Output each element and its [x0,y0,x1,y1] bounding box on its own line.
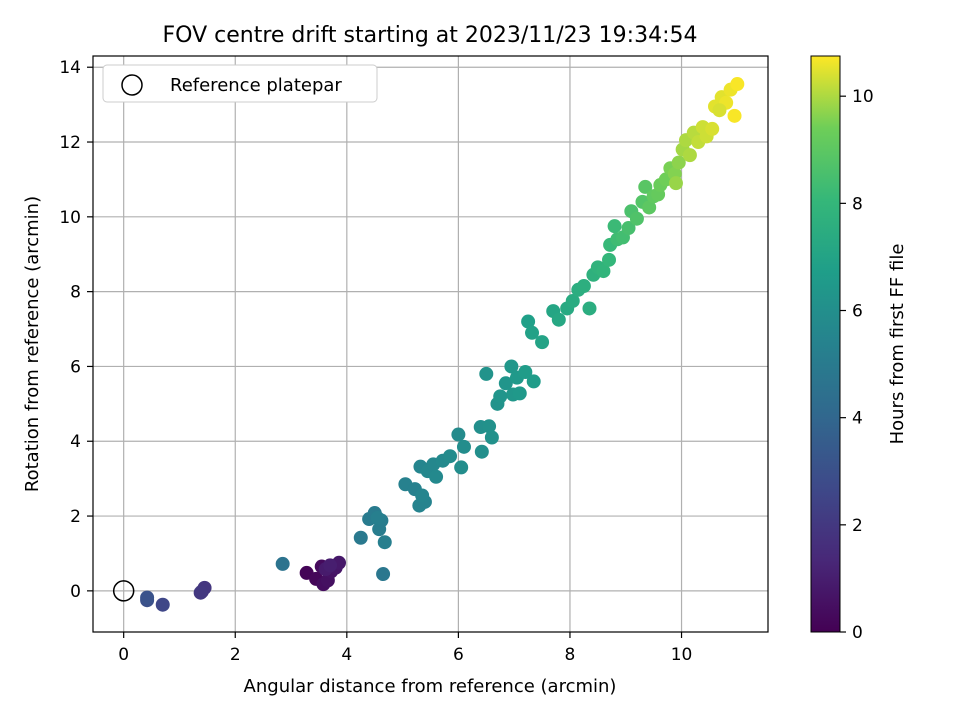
colorbar-tick-label: 0 [852,623,863,643]
data-point [671,155,686,170]
x-tick-label: 2 [230,645,241,665]
y-tick-label: 2 [70,507,81,527]
legend-box [102,64,378,103]
data-point [456,439,471,454]
y-tick-label: 12 [59,133,81,153]
data-point [504,359,519,374]
x-tick-label: 0 [118,645,129,665]
chart-title: FOV centre drift starting at 2023/11/23 … [163,23,698,48]
legend-marker [121,74,143,96]
data-point [727,108,742,123]
legend: Reference platepar [102,64,378,103]
data-point [642,200,657,215]
data-point [443,449,458,464]
y-tick-label: 4 [70,432,81,452]
x-tick-label: 8 [565,645,576,665]
colorbar-tick-label: 4 [852,409,863,429]
data-point [275,556,290,571]
data-point [512,386,527,401]
colorbar-tick-label: 8 [852,194,863,214]
data-point [668,176,683,191]
data-point [370,510,385,525]
x-axis-label: Angular distance from reference (arcmin) [244,676,617,697]
data-point [474,444,489,459]
data-point [565,293,580,308]
data-points [112,77,745,612]
data-point [602,252,617,267]
data-point [576,279,591,294]
data-point [621,221,636,236]
data-point [140,590,155,605]
data-point [535,335,550,350]
data-point [493,389,508,404]
colorbar-tick-label: 10 [852,87,874,107]
data-point [521,314,536,329]
data-point [712,103,727,118]
data-point [415,488,430,503]
colorbar-ticks: 0 2 4 6 8 10 [840,87,874,643]
data-point [682,148,697,163]
colorbar-tick-label: 2 [852,516,863,536]
data-point [429,469,444,484]
data-point [518,365,533,380]
x-axis-ticks: 0 2 4 6 8 10 [118,632,692,665]
data-point [451,427,466,442]
y-axis-ticks: 0 2 4 6 8 10 12 14 [59,58,93,602]
x-tick-label: 6 [453,645,464,665]
y-tick-label: 14 [59,58,81,78]
data-point [155,597,170,612]
data-point [525,325,540,340]
x-tick-label: 10 [671,645,693,665]
colorbar: 0 2 4 6 8 10 Hours from first FF file [810,55,908,643]
data-point [323,558,338,573]
y-tick-label: 0 [70,582,81,602]
data-point [526,374,541,389]
data-point [353,530,368,545]
colorbar-tick-label: 6 [852,302,863,322]
plot-frame [92,55,769,633]
data-point [705,121,720,136]
colorbar-gradient [810,55,841,633]
legend-label: Reference platepar [170,75,342,96]
data-point [482,419,497,434]
data-point [596,264,611,279]
reference-marker [112,580,135,602]
data-point [498,376,513,391]
y-tick-label: 8 [70,283,81,303]
data-point [607,219,622,234]
data-point [377,535,392,550]
data-point [730,77,745,92]
grid [93,56,768,632]
data-point [484,430,499,445]
data-point [629,211,644,226]
data-point [638,179,653,194]
data-point [376,567,391,582]
data-point [479,366,494,381]
y-axis-label: Rotation from reference (arcmin) [22,196,43,492]
x-tick-label: 4 [341,645,352,665]
data-point [551,312,566,327]
data-point [454,460,469,475]
y-tick-label: 6 [70,357,81,377]
colorbar-label: Hours from first FF file [887,244,908,445]
data-point [193,585,208,600]
data-point [582,301,597,316]
y-tick-label: 10 [59,208,81,228]
